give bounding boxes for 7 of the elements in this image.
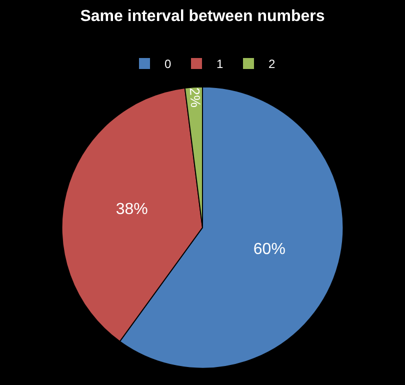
data-label: 2% bbox=[186, 87, 204, 108]
data-label: 38% bbox=[116, 200, 148, 218]
legend-label: 2 bbox=[268, 57, 276, 72]
legend-label: 1 bbox=[216, 57, 224, 72]
data-label: 60% bbox=[253, 240, 286, 258]
legend-label: 0 bbox=[164, 57, 172, 72]
chart-title: Same interval between numbers bbox=[80, 8, 325, 25]
